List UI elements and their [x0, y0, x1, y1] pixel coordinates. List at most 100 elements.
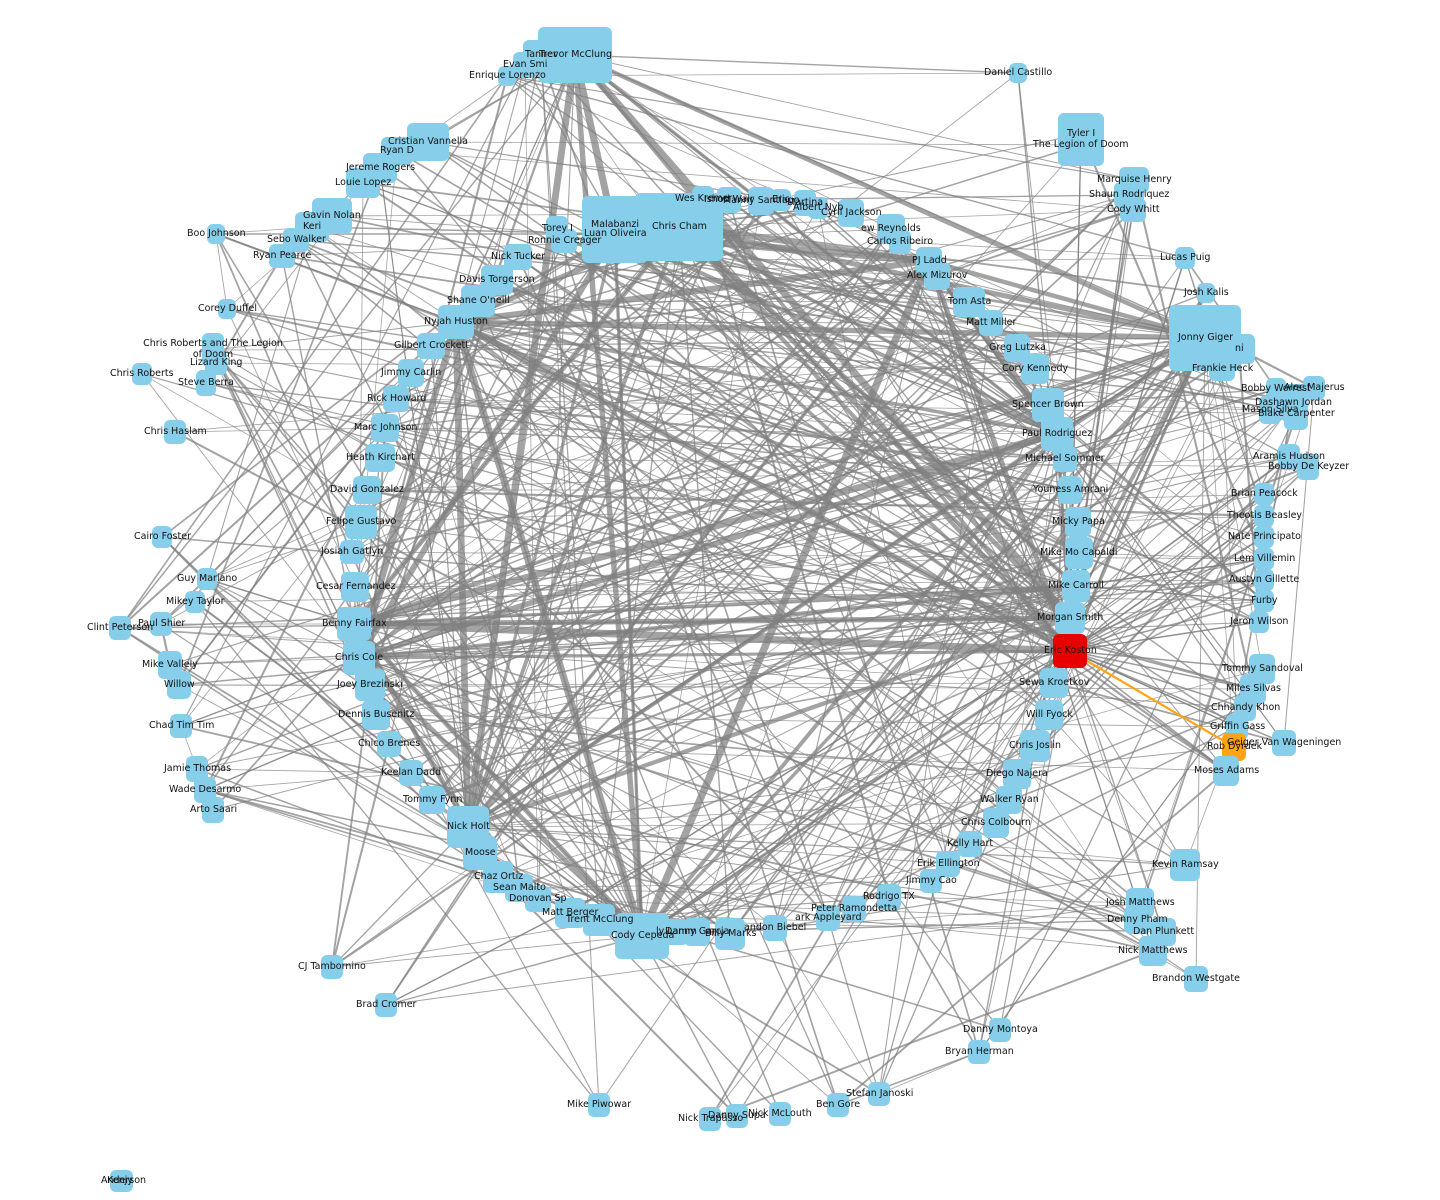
graph-node[interactable] — [1254, 590, 1274, 612]
graph-node[interactable] — [1303, 376, 1325, 400]
graph-node[interactable] — [1041, 417, 1073, 451]
graph-node[interactable] — [1009, 63, 1027, 83]
graph-node[interactable] — [1003, 759, 1031, 789]
graph-node[interactable] — [1055, 602, 1085, 634]
graph-node[interactable] — [1213, 756, 1239, 786]
graph-node[interactable] — [1120, 198, 1146, 222]
graph-node[interactable] — [1040, 668, 1068, 698]
graph-node[interactable] — [726, 1104, 748, 1128]
graph-node[interactable] — [983, 808, 1009, 838]
graph-node[interactable] — [1053, 634, 1087, 668]
graph-node[interactable] — [345, 505, 377, 539]
graph-node[interactable] — [321, 955, 343, 979]
graph-node[interactable] — [615, 913, 669, 959]
graph-node[interactable] — [1053, 446, 1077, 472]
graph-node[interactable] — [1254, 505, 1274, 527]
graph-node[interactable] — [346, 168, 380, 198]
graph-node[interactable] — [377, 731, 401, 757]
graph-node[interactable] — [842, 896, 866, 922]
graph-node[interactable] — [920, 869, 942, 893]
graph-node[interactable] — [164, 420, 186, 444]
graph-node[interactable] — [1124, 906, 1150, 934]
graph-node[interactable] — [194, 777, 216, 803]
graph-node[interactable] — [419, 786, 445, 814]
graph-node[interactable] — [1035, 700, 1063, 730]
graph-node[interactable] — [438, 305, 474, 339]
graph-node[interactable] — [170, 714, 192, 738]
graph-node[interactable] — [1021, 354, 1049, 384]
graph-node[interactable] — [365, 444, 395, 472]
graph-node[interactable] — [355, 669, 385, 701]
graph-node[interactable] — [979, 310, 1003, 336]
graph-node[interactable] — [1259, 396, 1281, 424]
graph-node[interactable] — [769, 1102, 791, 1126]
graph-node[interactable] — [1062, 570, 1090, 602]
graph-node[interactable] — [968, 1040, 990, 1064]
graph-node[interactable] — [185, 591, 205, 613]
graph-node[interactable] — [827, 1093, 849, 1117]
graph-node[interactable] — [1254, 548, 1274, 570]
graph-node[interactable] — [1254, 569, 1274, 591]
graph-node[interactable] — [555, 898, 585, 928]
graph-node[interactable] — [1254, 526, 1274, 548]
graph-node[interactable] — [1297, 454, 1319, 480]
graph-node[interactable] — [1170, 849, 1200, 881]
graph-node[interactable] — [362, 700, 390, 730]
graph-node[interactable] — [1284, 398, 1308, 430]
graph-node[interactable] — [1197, 283, 1215, 303]
graph-node[interactable] — [132, 363, 152, 385]
graph-node[interactable] — [186, 756, 208, 782]
graph-node[interactable] — [109, 616, 131, 640]
graph-node[interactable] — [197, 568, 217, 590]
graph-node[interactable] — [1272, 730, 1296, 756]
graph-node[interactable] — [1249, 611, 1269, 633]
graph-node[interactable] — [551, 229, 577, 253]
graph-node[interactable] — [341, 572, 369, 602]
graph-node[interactable] — [1209, 357, 1235, 381]
graph-node[interactable] — [1184, 966, 1208, 992]
graph-node[interactable] — [748, 187, 774, 215]
graph-node[interactable] — [1058, 124, 1104, 166]
graph-node[interactable] — [771, 189, 791, 211]
graph-node[interactable] — [692, 186, 714, 212]
graph-node[interactable] — [218, 299, 236, 319]
graph-node[interactable] — [399, 760, 423, 786]
graph-node[interactable] — [684, 918, 710, 946]
graph-node[interactable] — [1020, 730, 1050, 762]
graph-node[interactable] — [417, 333, 445, 359]
graph-node[interactable] — [1139, 936, 1167, 966]
graph-node[interactable] — [150, 612, 172, 636]
graph-node[interactable] — [498, 66, 516, 86]
graph-node[interactable] — [699, 1107, 721, 1131]
graph-node[interactable] — [588, 1093, 610, 1117]
graph-node[interactable] — [868, 1082, 890, 1106]
graph-node[interactable] — [269, 244, 295, 268]
graph-node[interactable] — [582, 205, 648, 263]
graph-node[interactable] — [525, 886, 551, 912]
graph-node[interactable] — [383, 386, 409, 412]
graph-node[interactable] — [717, 187, 741, 213]
graph-node[interactable] — [371, 414, 399, 442]
graph-node[interactable] — [398, 359, 424, 387]
graph-node[interactable] — [715, 918, 745, 950]
graph-node[interactable] — [337, 607, 371, 641]
graph-node[interactable] — [202, 797, 224, 823]
graph-node[interactable] — [1065, 507, 1091, 537]
graph-node[interactable] — [889, 230, 911, 254]
graph-node[interactable] — [513, 52, 537, 78]
graph-node[interactable] — [958, 831, 982, 857]
graph-node[interactable] — [816, 905, 840, 931]
graph-node[interactable] — [1065, 537, 1093, 569]
graph-node[interactable] — [924, 262, 950, 290]
graph-node[interactable] — [583, 904, 615, 936]
graph-node[interactable] — [205, 351, 227, 375]
graph-node[interactable] — [407, 123, 449, 161]
graph-node[interactable] — [763, 915, 787, 941]
graph-node[interactable] — [196, 370, 216, 396]
graph-node[interactable] — [808, 197, 828, 219]
graph-node[interactable] — [113, 1170, 133, 1192]
graph-node[interactable] — [877, 884, 901, 910]
graph-node[interactable] — [207, 224, 225, 244]
graph-node[interactable] — [1058, 476, 1082, 504]
graph-node[interactable] — [1278, 444, 1300, 470]
